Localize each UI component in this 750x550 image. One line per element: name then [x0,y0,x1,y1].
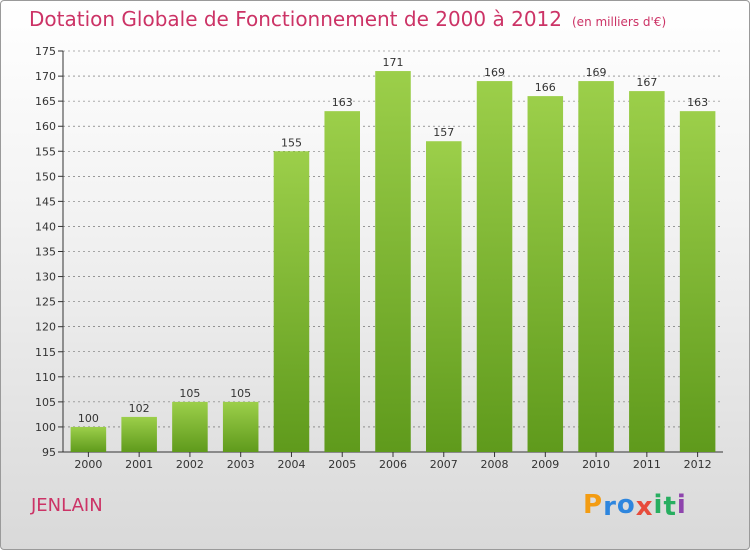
y-tick-label: 130 [35,271,56,284]
y-tick-label: 165 [35,95,56,108]
y-tick-label: 145 [35,195,56,208]
x-tick-label-2007: 2007 [430,458,458,471]
data-label-2011: 167 [636,76,657,89]
data-label-2004: 155 [281,136,302,149]
logo-letter: r [603,492,617,522]
data-label-2003: 105 [230,387,251,400]
y-tick-label: 125 [35,296,56,309]
logo-letter: o [616,490,636,520]
y-tick-label: 175 [35,45,56,58]
x-tick-label-2011: 2011 [633,458,661,471]
y-tick-label: 105 [35,396,56,409]
bar-2008 [476,81,513,452]
y-tick-label: 150 [35,170,56,183]
y-tick-label: 135 [35,246,56,259]
y-tick-label: 120 [35,321,56,334]
y-tick-label: 140 [35,220,56,233]
data-label-2007: 157 [433,126,454,139]
bar-2006 [375,71,411,453]
x-tick-label-2004: 2004 [277,458,305,471]
y-tick-label: 115 [35,346,56,359]
commune-name: JENLAIN [31,495,103,516]
bar-2004 [273,151,310,452]
y-tick-label: 155 [35,145,56,158]
y-tick-label: 100 [35,421,56,434]
x-tick-label-2005: 2005 [328,458,356,471]
bar-2007 [426,141,462,452]
data-label-2012: 163 [687,96,708,109]
x-tick-label-2006: 2006 [379,458,407,471]
bar-2005 [324,111,360,453]
bar-2012 [679,111,716,453]
x-tick-label-2008: 2008 [481,458,509,471]
x-tick-label-2009: 2009 [531,458,559,471]
x-tick-label-2003: 2003 [227,458,255,471]
y-tick-label: 170 [35,70,56,83]
proxiti-logo: Proxiti [583,490,687,522]
logo-letter: i [676,490,687,520]
data-label-2010: 169 [586,66,607,79]
y-tick-label: 110 [35,371,56,384]
y-tick-label: 160 [35,120,56,133]
data-label-2001: 102 [129,402,150,415]
x-tick-label-2012: 2012 [684,458,712,471]
x-tick-label-2010: 2010 [582,458,610,471]
data-label-2005: 163 [332,96,353,109]
logo-letter: x [635,492,654,522]
x-tick-label-2001: 2001 [125,458,153,471]
logo-letter: i [653,490,664,520]
bar-2003 [222,401,259,452]
data-label-2000: 100 [78,412,99,425]
bar-2000 [70,426,107,452]
logo-letter: P [583,490,604,520]
x-tick-label-2002: 2002 [176,458,204,471]
bar-2009 [527,96,564,453]
y-tick-label: 95 [42,446,56,459]
bar-2001 [121,416,157,452]
x-tick-label-2000: 2000 [74,458,102,471]
data-label-2009: 166 [535,81,556,94]
logo-letter: t [663,492,677,522]
bar-2011 [629,91,665,452]
data-label-2002: 105 [179,387,200,400]
chart-title: Dotation Globale de Fonctionnement de 20… [29,7,666,31]
bar-2010 [578,81,614,452]
chart-title-text: Dotation Globale de Fonctionnement de 20… [29,7,562,31]
bar-2002 [172,401,208,452]
chart-unit: (en milliers d'€) [572,15,667,29]
data-label-2006: 171 [383,56,404,69]
data-label-2008: 169 [484,66,505,79]
